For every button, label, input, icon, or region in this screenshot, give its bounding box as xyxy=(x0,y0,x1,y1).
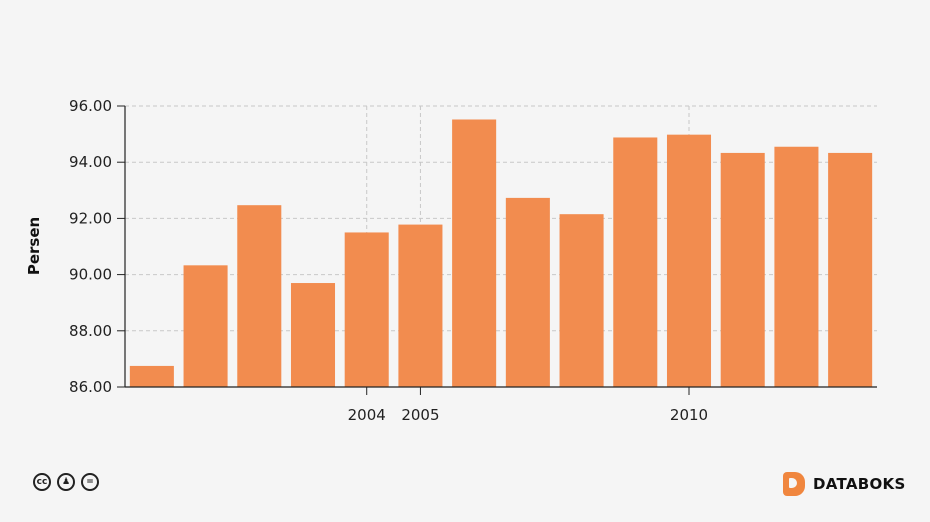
bar[interactable] xyxy=(828,152,873,387)
bar[interactable] xyxy=(237,205,282,387)
nd-icon: = xyxy=(81,473,99,491)
y-tick-label: 88.00 xyxy=(69,322,112,340)
x-tick-label: 2004 xyxy=(348,406,386,424)
bar[interactable] xyxy=(720,152,765,387)
y-tick-label: 90.00 xyxy=(69,266,112,284)
axes xyxy=(117,105,877,395)
bar[interactable] xyxy=(774,146,819,387)
x-tick-label: 2010 xyxy=(670,406,708,424)
bar[interactable] xyxy=(183,265,228,387)
bar[interactable] xyxy=(452,119,497,387)
license-icons: cc ♟ = xyxy=(33,473,99,491)
bar[interactable] xyxy=(129,365,174,387)
y-tick-label: 94.00 xyxy=(69,153,112,171)
bar[interactable] xyxy=(559,214,604,387)
databoks-logo-icon xyxy=(783,472,805,496)
y-tick-label: 86.00 xyxy=(69,378,112,396)
y-tick-label: 96.00 xyxy=(69,97,112,115)
by-icon: ♟ xyxy=(57,473,75,491)
bars xyxy=(129,119,873,387)
bar[interactable] xyxy=(398,224,443,387)
cc-icon: cc xyxy=(33,473,51,491)
bar[interactable] xyxy=(613,137,658,387)
bar[interactable] xyxy=(344,232,389,387)
x-tick-label: 2005 xyxy=(401,406,439,424)
brand-name: DATABOKS xyxy=(813,475,906,493)
y-tick-labels: 86.00 88.00 90.00 92.00 94.00 96.00 xyxy=(69,97,112,396)
brand-logo[interactable]: DATABOKS xyxy=(783,472,906,496)
y-tick-label: 92.00 xyxy=(69,209,112,227)
y-axis-label: Persen xyxy=(25,216,43,276)
bar[interactable] xyxy=(666,134,712,387)
bar[interactable] xyxy=(505,197,550,387)
x-tick-labels: 2004 2005 2010 xyxy=(348,406,708,424)
bar[interactable] xyxy=(290,283,336,387)
